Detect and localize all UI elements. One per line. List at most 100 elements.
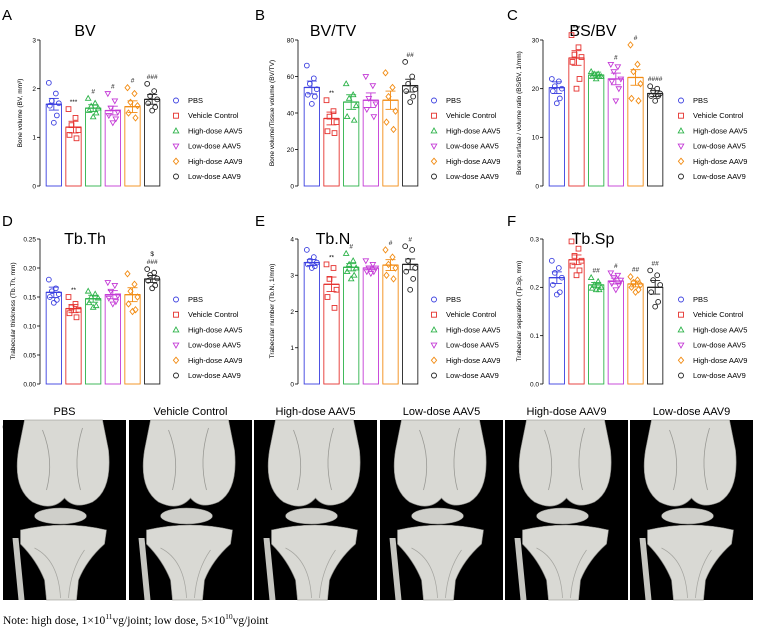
legend-label: High-dose AAV5 [446,325,500,334]
significance-label: # [389,240,393,247]
data-point [50,299,57,306]
y-tick-label: 4 [290,236,294,243]
triangle-up-icon [172,127,180,134]
data-point [617,277,625,284]
legend-label: High-dose AAV9 [188,356,242,365]
legend-label: Low-dose AAV9 [693,172,746,181]
tibia-shading [411,547,462,599]
note-mid: vg/joint; low dose, 5×10 [112,614,226,627]
y-tick-label: 20 [532,86,540,93]
significance-label: # [349,244,353,251]
significance-label: # [408,236,412,243]
femur-shading [544,427,585,491]
data-point [571,253,578,259]
y-axis-label: Trabecular thickness (Tb.Th, mm) [10,262,17,359]
data-point [313,86,320,93]
data-point [592,75,600,82]
data-point [655,298,662,305]
data-point [127,98,134,106]
chart-panel-D: D Tb.Th 0.00 0.05 0.10 0.15 0.20 0.25 Trabecular… [2,213,242,388]
bar [402,85,419,187]
data-point [87,293,95,300]
data-point [548,76,555,82]
panel-letter: D [2,213,13,230]
data-point [615,86,623,93]
data-point [575,44,582,51]
data-point [402,59,409,65]
data-point [303,247,310,253]
fibula-shape [389,538,402,600]
bar-group [104,280,122,385]
data-point [349,91,357,98]
bar [104,110,121,187]
data-point [75,306,82,313]
triangle-up-icon [172,326,180,333]
bar-group: ** [323,90,340,187]
femur-shading [168,427,209,491]
data-point [131,89,138,98]
meniscus-shape [661,507,714,525]
y-tick-label: 0 [290,183,294,190]
data-point [89,303,97,310]
data-point [628,283,635,292]
y-tick-label: 0.0 [530,381,539,388]
significance-label: ### [147,74,158,81]
chart-panel-B: B BV/TV 0 20 40 60 80 Bone volume/Tissue volume… [255,7,500,190]
data-point [569,262,576,269]
data-point [650,277,657,283]
data-point [555,265,562,271]
significance-label: ### [147,259,158,266]
data-point [308,265,315,271]
data-point [350,271,358,278]
data-point [410,93,417,100]
data-point [144,80,151,87]
chart-title: Tb.Th [64,231,106,248]
bar [362,99,379,187]
data-point [407,286,414,293]
square-icon [431,112,437,119]
y-tick-label: 30 [532,37,540,44]
data-point [549,282,556,288]
bar [382,264,399,385]
data-point [612,287,620,294]
data-point [407,99,414,105]
data-point [349,257,357,264]
data-point [342,249,350,256]
data-point [555,78,562,85]
data-point [409,247,416,253]
data-point [75,127,82,133]
data-point [132,114,139,122]
legend-label: Low-dose AAV9 [446,172,499,181]
y-tick-label: 20 [287,147,295,154]
data-point [114,293,122,300]
significance-label: # [614,263,618,270]
ct-image: Low-dose AAV9 [630,406,753,601]
data-point [390,125,397,134]
data-point [372,265,380,272]
legend-label: Low-dose AAV5 [446,142,499,151]
data-point [53,297,60,303]
data-point [578,257,585,264]
data-point [105,113,113,120]
data-point [553,291,560,298]
data-point [111,283,119,290]
data-point [389,253,396,261]
legend-label: Low-dose AAV9 [188,371,241,380]
data-point [46,102,53,109]
legend-label: PBS [446,295,461,304]
bar [303,262,320,385]
y-axis-label: Bone surface / volume ratio (BS/BV, 1/mm… [516,51,523,175]
data-point [578,54,585,60]
ct-image-label: High-dose AAV5 [276,406,356,418]
bar-group: # [627,35,644,187]
chart-title: Tb.Sp [572,231,615,248]
bar-group: ** [568,231,585,385]
femur-shading [419,427,460,491]
data-point [72,301,79,307]
legend-label: Low-dose AAV9 [446,371,499,380]
significance-label: # [111,84,115,91]
bar-group: ** [323,254,340,385]
triangle-down-icon [430,143,438,150]
legend-label: PBS [188,96,203,105]
bar-group [303,247,320,385]
